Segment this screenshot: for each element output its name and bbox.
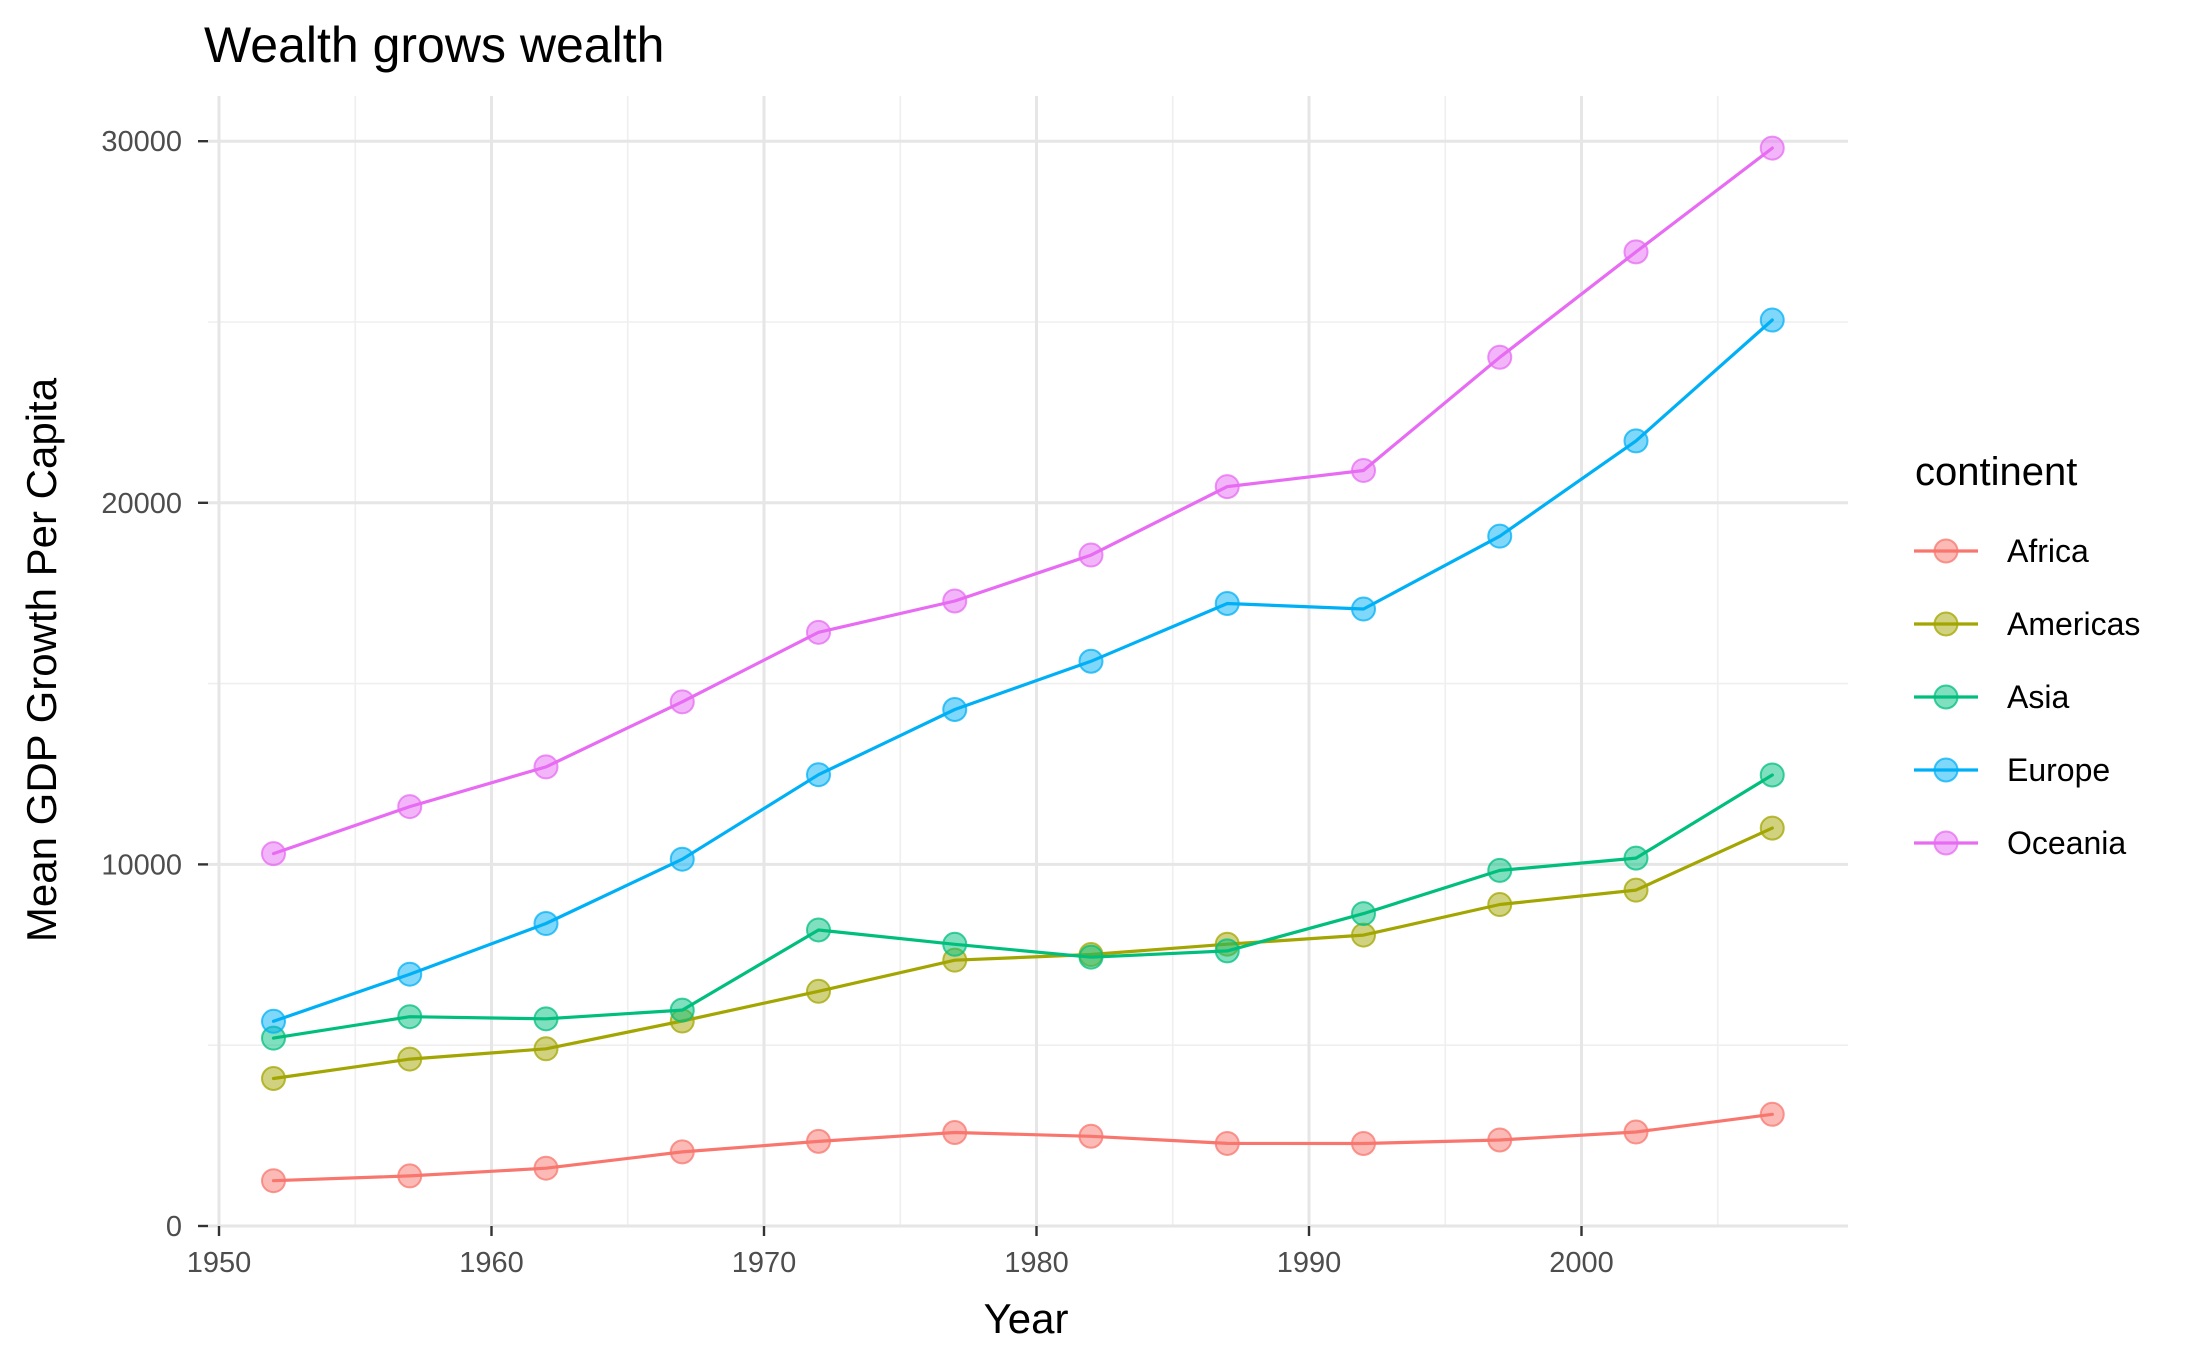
x-tick-label: 1960 — [459, 1247, 524, 1279]
chart-title: Wealth grows wealth — [204, 17, 664, 73]
data-point — [1351, 457, 1376, 483]
series-africa — [261, 1101, 1785, 1194]
data-point — [1214, 591, 1240, 617]
legend-title: continent — [1915, 450, 2077, 494]
x-axis-title: Year — [984, 1295, 1069, 1342]
data-point — [1623, 428, 1649, 454]
legend-key-point — [1933, 611, 1959, 637]
data-point — [397, 1004, 423, 1030]
data-point — [669, 997, 695, 1023]
data-point — [1623, 877, 1649, 903]
series-layer — [261, 135, 1785, 1194]
data-point — [397, 961, 423, 987]
data-point — [261, 1168, 286, 1194]
x-tick-label: 1950 — [187, 1247, 252, 1279]
data-point — [1623, 845, 1649, 871]
series-line-africa — [271, 1112, 1774, 1183]
series-line-asia — [271, 773, 1774, 1040]
data-point — [261, 841, 286, 867]
data-point — [942, 1119, 968, 1145]
legend-label: Africa — [2007, 533, 2089, 569]
data-point — [806, 762, 831, 788]
data-point — [806, 1128, 831, 1154]
data-point — [1487, 523, 1513, 549]
data-point — [1351, 901, 1376, 927]
data-point — [806, 978, 831, 1004]
data-point — [669, 1139, 695, 1165]
grid — [208, 96, 1848, 1228]
data-point — [1078, 1123, 1104, 1149]
series-line-europe — [271, 318, 1774, 1023]
data-point — [533, 1006, 559, 1032]
data-point — [1351, 1130, 1376, 1156]
data-point — [1759, 1101, 1785, 1127]
legend-label: Americas — [2007, 606, 2140, 642]
y-tick-label: 10000 — [101, 849, 182, 881]
data-point — [1214, 938, 1240, 964]
data-point — [1623, 1119, 1649, 1145]
legend-label: Asia — [2007, 679, 2069, 715]
legend-item-asia: Asia — [1914, 679, 2069, 715]
legend-key-point — [1933, 757, 1959, 783]
legend-item-europe: Europe — [1914, 752, 2110, 788]
data-point — [533, 911, 559, 937]
data-point — [1759, 762, 1785, 788]
data-point — [1759, 135, 1785, 161]
data-point — [1078, 542, 1104, 568]
data-point — [533, 754, 559, 780]
data-point — [397, 1046, 423, 1072]
legend-item-americas: Americas — [1914, 606, 2140, 642]
data-point — [1078, 944, 1104, 970]
legend: continent Africa Americas Asia Europe Oceani… — [1914, 450, 2140, 861]
data-point — [1487, 892, 1513, 918]
data-point — [1351, 596, 1376, 622]
data-point — [1351, 922, 1376, 948]
x-tick-label: 1980 — [1004, 1247, 1069, 1279]
data-point — [533, 1155, 559, 1181]
data-point — [1078, 648, 1104, 674]
series-line-oceania — [271, 146, 1774, 856]
data-point — [1487, 344, 1513, 370]
data-point — [397, 794, 423, 820]
data-point — [806, 619, 831, 645]
legend-label: Oceania — [2007, 825, 2126, 861]
series-oceania — [261, 135, 1785, 867]
x-tick-label: 1970 — [732, 1247, 797, 1279]
data-point — [942, 588, 968, 614]
data-point — [669, 846, 695, 872]
data-point — [1623, 239, 1649, 265]
series-line-americas — [271, 826, 1774, 1081]
data-point — [1759, 815, 1785, 841]
legend-key-point — [1933, 538, 1959, 564]
legend-item-oceania: Oceania — [1914, 825, 2126, 861]
data-point — [1214, 1130, 1240, 1156]
data-point — [1214, 474, 1240, 500]
y-tick-label: 30000 — [101, 126, 182, 158]
legend-key-point — [1933, 830, 1959, 856]
data-point — [942, 931, 968, 957]
data-point — [261, 1008, 286, 1034]
data-point — [806, 917, 831, 943]
data-point — [942, 696, 968, 722]
series-europe — [261, 307, 1785, 1034]
legend-item-africa: Africa — [1914, 533, 2089, 569]
data-point — [397, 1163, 423, 1189]
data-point — [261, 1066, 286, 1092]
x-tick-label: 2000 — [1549, 1247, 1614, 1279]
y-tick-label: 20000 — [101, 488, 182, 520]
y-tick-label: 0 — [166, 1211, 182, 1243]
series-asia — [261, 762, 1785, 1051]
data-point — [1487, 1127, 1513, 1153]
data-point — [669, 689, 695, 715]
x-tick-label: 1990 — [1277, 1247, 1342, 1279]
data-point — [533, 1036, 559, 1062]
data-point — [1759, 307, 1785, 333]
legend-key-point — [1933, 684, 1959, 710]
data-point — [1487, 857, 1513, 883]
y-axis-title: Mean GDP Growth Per Capita — [18, 377, 65, 942]
legend-label: Europe — [2007, 752, 2110, 788]
